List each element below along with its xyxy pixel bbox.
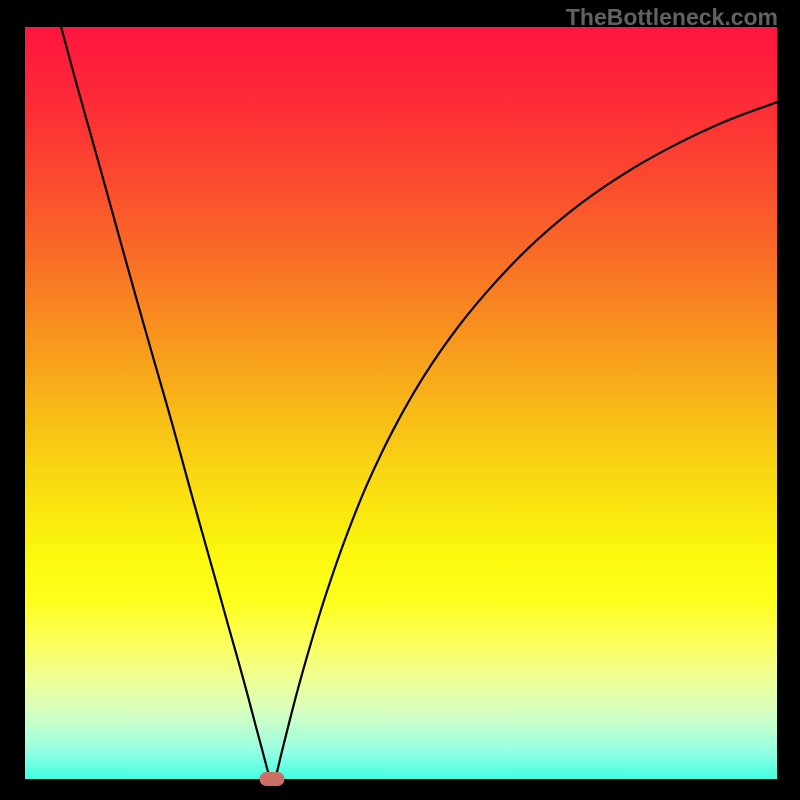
watermark-text: TheBottleneck.com — [566, 4, 778, 31]
chart-svg — [25, 27, 777, 779]
minimum-marker — [260, 772, 285, 786]
plot-area — [25, 27, 777, 779]
curve-left-branch — [61, 27, 269, 777]
curve-right-branch — [275, 102, 777, 777]
figure-container: TheBottleneck.com — [0, 0, 800, 800]
